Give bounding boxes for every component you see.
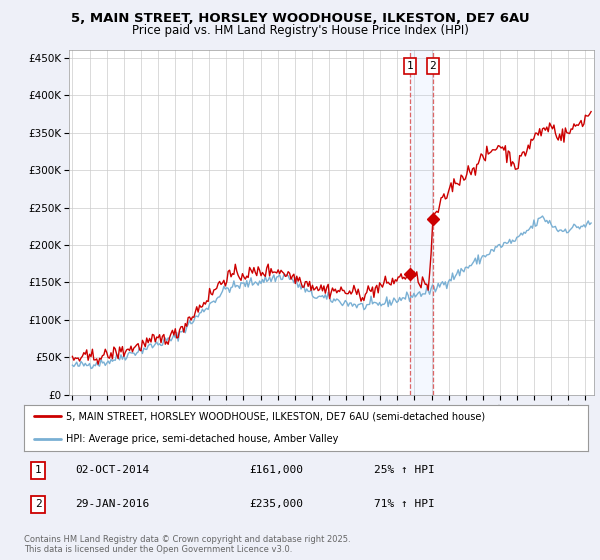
Text: 2: 2 — [35, 500, 41, 510]
Bar — [410, 50, 433, 395]
Text: £235,000: £235,000 — [250, 500, 304, 510]
Text: 29-JAN-2016: 29-JAN-2016 — [75, 500, 149, 510]
Text: £161,000: £161,000 — [250, 465, 304, 475]
Text: 1: 1 — [407, 60, 413, 71]
Text: 5, MAIN STREET, HORSLEY WOODHOUSE, ILKESTON, DE7 6AU (semi-detached house): 5, MAIN STREET, HORSLEY WOODHOUSE, ILKES… — [66, 412, 485, 421]
Text: 2: 2 — [430, 60, 436, 71]
Text: 25% ↑ HPI: 25% ↑ HPI — [374, 465, 434, 475]
Text: 5, MAIN STREET, HORSLEY WOODHOUSE, ILKESTON, DE7 6AU: 5, MAIN STREET, HORSLEY WOODHOUSE, ILKES… — [71, 12, 529, 25]
Text: Contains HM Land Registry data © Crown copyright and database right 2025.
This d: Contains HM Land Registry data © Crown c… — [24, 535, 350, 554]
Text: 1: 1 — [35, 465, 41, 475]
Text: 71% ↑ HPI: 71% ↑ HPI — [374, 500, 434, 510]
Text: HPI: Average price, semi-detached house, Amber Valley: HPI: Average price, semi-detached house,… — [66, 435, 338, 444]
Text: Price paid vs. HM Land Registry's House Price Index (HPI): Price paid vs. HM Land Registry's House … — [131, 24, 469, 37]
Text: 02-OCT-2014: 02-OCT-2014 — [75, 465, 149, 475]
